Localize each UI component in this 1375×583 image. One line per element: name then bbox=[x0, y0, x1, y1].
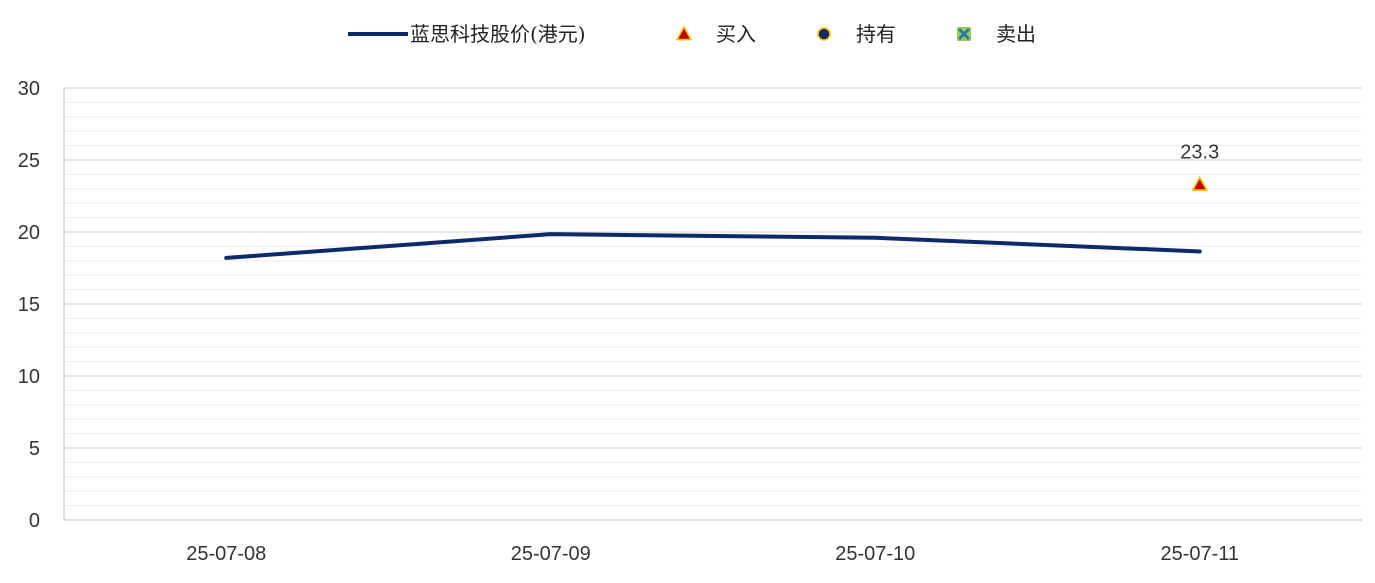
marker-layer: 23.3 bbox=[1180, 141, 1219, 191]
legend-marker-x-square bbox=[957, 27, 971, 41]
y-tick-label: 0 bbox=[29, 510, 40, 532]
axes bbox=[63, 88, 1362, 521]
grid-lines bbox=[64, 87, 1362, 507]
y-tick-label: 10 bbox=[18, 366, 40, 388]
y-tick-label: 5 bbox=[29, 438, 40, 460]
legend-label: 持有 bbox=[856, 22, 896, 46]
x-tick-label: 25-07-08 bbox=[186, 543, 266, 565]
series-layer bbox=[224, 232, 1202, 260]
legend-marker-circle bbox=[817, 27, 831, 41]
price-series-line bbox=[224, 232, 1202, 260]
marker-triangle bbox=[1191, 175, 1209, 191]
legend-label: 蓝思科技股价(港元) bbox=[410, 22, 586, 46]
tick-labels: 0 5 10 15 20 25 30 25-07-08 25-07-09 25-07-10 25-0… bbox=[18, 78, 1239, 565]
x-tick-label: 25-07-10 bbox=[835, 543, 915, 565]
x-tick-label: 25-07-11 bbox=[1160, 543, 1239, 565]
y-tick-label: 20 bbox=[18, 222, 40, 244]
y-tick-label: 15 bbox=[18, 294, 40, 316]
y-tick-label: 25 bbox=[18, 150, 40, 172]
legend-label: 卖出 bbox=[996, 22, 1036, 46]
legend-label: 买入 bbox=[716, 22, 756, 46]
x-tick-label: 25-07-09 bbox=[511, 543, 591, 565]
y-tick-label: 30 bbox=[18, 78, 40, 100]
data-label: 23.3 bbox=[1180, 141, 1219, 163]
legend: 蓝思科技股价(港元) 买入 持有 卖出 bbox=[348, 22, 1036, 46]
legend-marker-triangle bbox=[675, 25, 693, 41]
